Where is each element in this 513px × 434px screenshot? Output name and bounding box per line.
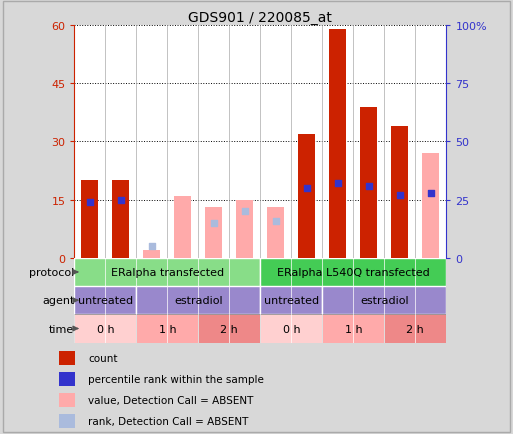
Bar xyxy=(143,250,161,258)
Bar xyxy=(136,286,260,315)
Point xyxy=(396,192,404,199)
Bar xyxy=(236,200,253,258)
Bar xyxy=(205,208,222,258)
Text: untreated: untreated xyxy=(264,296,319,306)
Text: estradiol: estradiol xyxy=(174,296,223,306)
Point xyxy=(334,181,342,187)
Text: 1 h: 1 h xyxy=(159,324,176,334)
Bar xyxy=(391,127,408,258)
Text: time: time xyxy=(49,324,74,334)
Point xyxy=(148,243,156,250)
Text: 2 h: 2 h xyxy=(221,324,238,334)
Bar xyxy=(136,315,199,343)
Bar xyxy=(260,258,446,286)
Text: ERalpha transfected: ERalpha transfected xyxy=(111,267,224,277)
Bar xyxy=(322,286,446,315)
Bar xyxy=(360,107,378,258)
Bar xyxy=(322,315,384,343)
Bar xyxy=(267,208,284,258)
Point xyxy=(303,185,311,192)
Point xyxy=(427,190,435,197)
Bar xyxy=(58,372,74,386)
Point xyxy=(272,217,280,224)
Bar xyxy=(329,30,346,258)
Point xyxy=(117,197,125,204)
Text: estradiol: estradiol xyxy=(360,296,409,306)
Bar xyxy=(58,393,74,407)
Text: 0 h: 0 h xyxy=(283,324,300,334)
Text: untreated: untreated xyxy=(78,296,133,306)
Title: GDS901 / 220085_at: GDS901 / 220085_at xyxy=(188,11,332,25)
Text: value, Detection Call = ABSENT: value, Detection Call = ABSENT xyxy=(88,395,254,405)
Point xyxy=(365,183,373,190)
Bar xyxy=(384,315,446,343)
Bar xyxy=(74,286,136,315)
Text: ERalpha L540Q transfected: ERalpha L540Q transfected xyxy=(277,267,430,277)
Bar xyxy=(74,258,260,286)
Text: 1 h: 1 h xyxy=(345,324,362,334)
Point xyxy=(210,220,218,227)
Point xyxy=(86,199,94,206)
Bar xyxy=(422,154,439,258)
Text: rank, Detection Call = ABSENT: rank, Detection Call = ABSENT xyxy=(88,416,249,426)
Bar xyxy=(82,181,98,258)
Bar xyxy=(174,196,191,258)
Bar xyxy=(74,315,136,343)
Bar xyxy=(58,414,74,428)
Text: protocol: protocol xyxy=(29,267,74,277)
Text: 0 h: 0 h xyxy=(96,324,114,334)
Bar xyxy=(260,315,322,343)
Bar xyxy=(260,286,322,315)
Text: percentile rank within the sample: percentile rank within the sample xyxy=(88,375,264,384)
Point xyxy=(241,208,249,215)
Bar xyxy=(58,352,74,365)
Text: count: count xyxy=(88,354,118,363)
Bar xyxy=(199,315,260,343)
Text: 2 h: 2 h xyxy=(406,324,424,334)
Text: agent: agent xyxy=(42,296,74,306)
Bar xyxy=(112,181,129,258)
Bar xyxy=(299,135,315,258)
